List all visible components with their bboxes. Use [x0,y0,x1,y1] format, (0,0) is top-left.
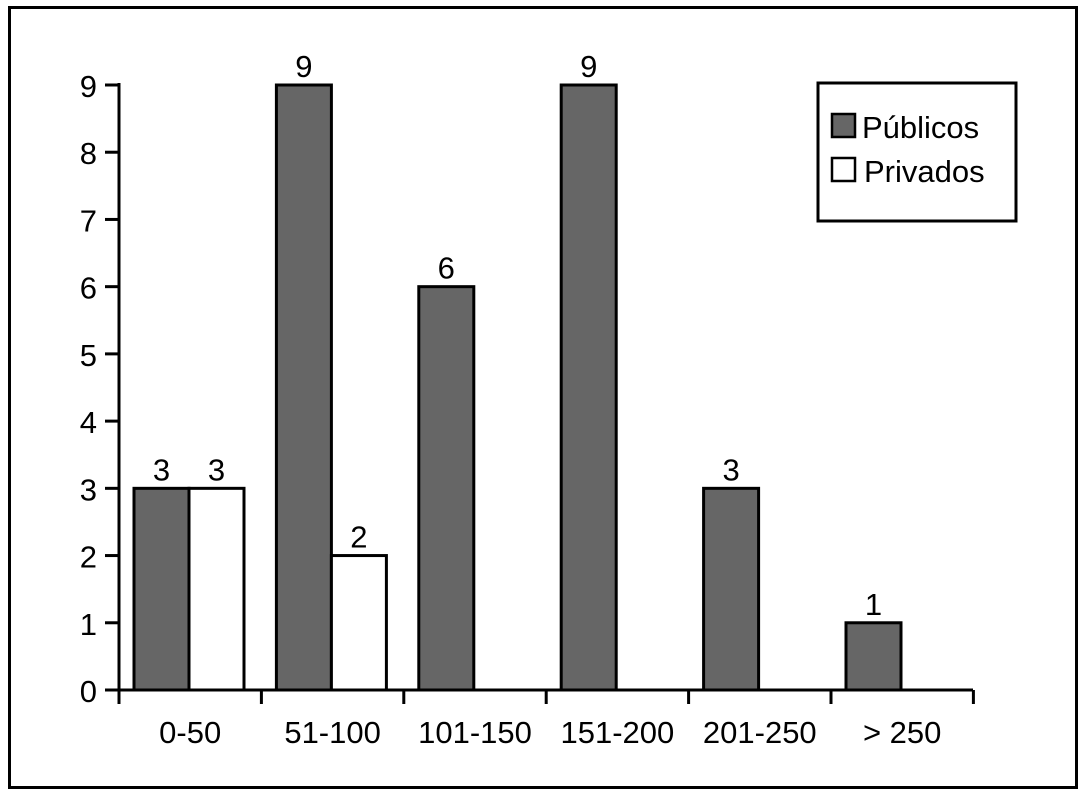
value-label-publicos-5: 1 [865,587,882,622]
bar-publicos-3 [559,83,618,692]
y-tick-label-1: 1 [80,607,97,642]
x-category-label-5: > 250 [863,715,941,750]
y-tick-label-3: 3 [80,472,97,507]
y-tick-label-7: 7 [80,203,97,238]
bar-publicos-0 [132,486,191,692]
y-tick-label-0: 0 [80,674,97,709]
value-label-publicos-0: 3 [153,452,170,487]
legend-box [816,81,1018,223]
legend: Públicos Privados [816,81,1018,223]
value-label-publicos-1: 9 [295,49,312,84]
value-label-publicos-2: 6 [438,251,455,286]
x-category-label-2: 101-150 [418,715,532,750]
bar-privados-0 [187,486,246,692]
legend-swatch-publicos [830,112,857,139]
x-category-label-0: 0-50 [159,715,221,750]
y-tick-label-9: 9 [80,69,97,104]
bar-publicos-2 [417,285,476,692]
value-label-publicos-4: 3 [722,452,739,487]
y-tick-label-4: 4 [80,405,97,440]
value-label-privados-1: 2 [350,520,367,555]
bar-publicos-5 [844,621,903,692]
bar-publicos-4 [702,486,761,692]
legend-swatch-privados [830,156,857,183]
x-category-label-3: 151-200 [561,715,675,750]
x-axis: 0-50 51-100 101-150 151-200 201-250 > 250 [117,688,975,750]
bar-privados-1 [329,554,388,692]
y-tick-label-8: 8 [80,136,97,171]
bar-publicos-1 [274,83,333,692]
bars: 3 9 6 9 3 1 3 2 [132,49,903,692]
y-tick-label-6: 6 [80,271,97,306]
value-label-publicos-3: 9 [580,49,597,84]
legend-label-privados: Privados [864,154,985,189]
value-label-privados-0: 3 [208,452,225,487]
x-category-label-4: 201-250 [703,715,817,750]
y-tick-label-5: 5 [80,338,97,373]
y-tick-label-2: 2 [80,540,97,575]
legend-label-publicos: Públicos [862,110,979,145]
y-axis: 0 1 2 3 4 5 6 7 8 9 [80,69,121,709]
x-category-label-1: 51-100 [284,715,381,750]
